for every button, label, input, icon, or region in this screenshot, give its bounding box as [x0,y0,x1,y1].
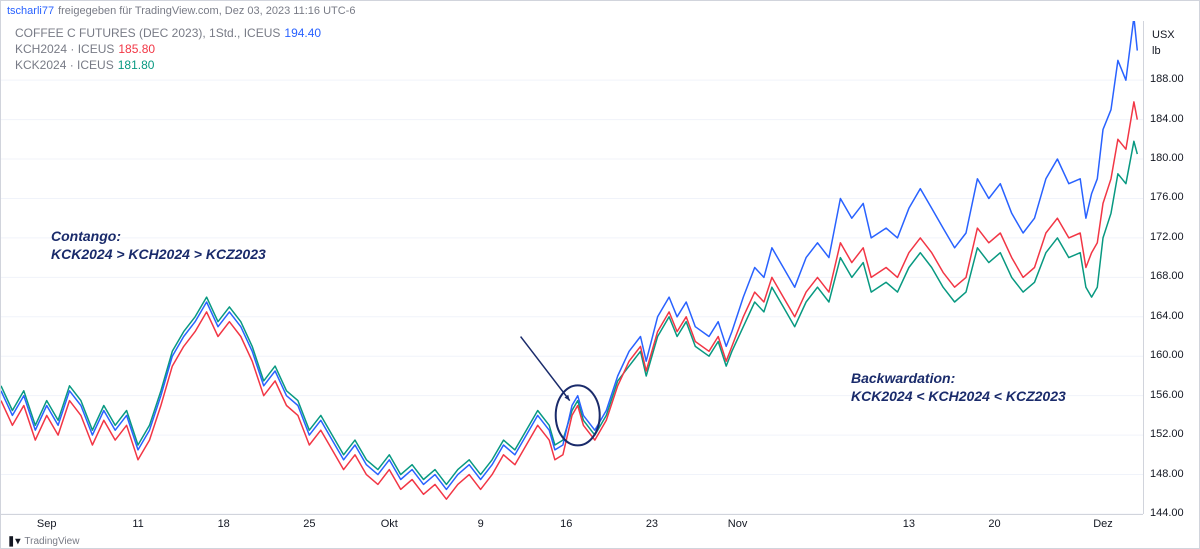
x-tick: 23 [646,518,658,530]
y-tick: 152.00 [1150,428,1184,440]
y-tick: 144.00 [1150,507,1184,519]
y-tick: 164.00 [1150,310,1184,322]
x-tick: Sep [37,518,57,530]
x-tick: 13 [903,518,915,530]
y-tick: 188.00 [1150,73,1184,85]
backwardation-title: Backwardation: [851,370,955,386]
x-tick: Okt [381,518,398,530]
x-tick: Dez [1093,518,1113,530]
footer-brand: TradingView [24,536,79,547]
x-tick: 16 [560,518,572,530]
y-unit-top: USX [1152,29,1175,41]
x-tick: 11 [132,518,143,530]
chart-root: tscharli77 freigegeben für TradingView.c… [0,0,1200,549]
y-tick: 180.00 [1150,152,1184,164]
x-tick: 9 [478,518,484,530]
y-unit-sub: lb [1152,45,1161,57]
x-tick: Nov [728,518,748,530]
y-tick: 184.00 [1150,113,1184,125]
x-tick: 25 [303,518,315,530]
chart-plot-area[interactable]: Contango: KCK2024 > KCH2024 > KCZ2023 Ba… [1,21,1143,514]
backwardation-line: KCK2024 < KCH2024 < KCZ2023 [851,388,1066,404]
annotation-backwardation: Backwardation: KCK2024 < KCH2024 < KCZ20… [851,369,1066,405]
y-tick: 172.00 [1150,231,1184,243]
publish-bar: tscharli77 freigegeben für TradingView.c… [1,1,1199,21]
x-tick: 18 [218,518,230,530]
x-axis[interactable]: Sep 11 18 25 Okt 9 16 23 Nov 13 20 Dez [1,514,1143,534]
annotation-contango: Contango: KCK2024 > KCH2024 > KCZ2023 [51,227,266,263]
contango-line: KCK2024 > KCH2024 > KCZ2023 [51,246,266,262]
y-tick: 156.00 [1150,389,1184,401]
y-tick: 168.00 [1150,270,1184,282]
y-tick: 148.00 [1150,468,1184,480]
chart-svg [1,21,1143,514]
tv-logo-icon: ❚▾ [7,536,20,547]
publisher-user: tscharli77 [7,5,54,17]
publish-text: freigegeben für TradingView.com, Dez 03,… [58,5,355,17]
footer: ❚▾ TradingView [1,534,1199,548]
contango-title: Contango: [51,228,121,244]
y-tick: 176.00 [1150,191,1184,203]
x-tick: 20 [988,518,1000,530]
y-axis[interactable]: USX lb 144.00148.00152.00156.00160.00164… [1143,21,1199,514]
y-tick: 160.00 [1150,349,1184,361]
